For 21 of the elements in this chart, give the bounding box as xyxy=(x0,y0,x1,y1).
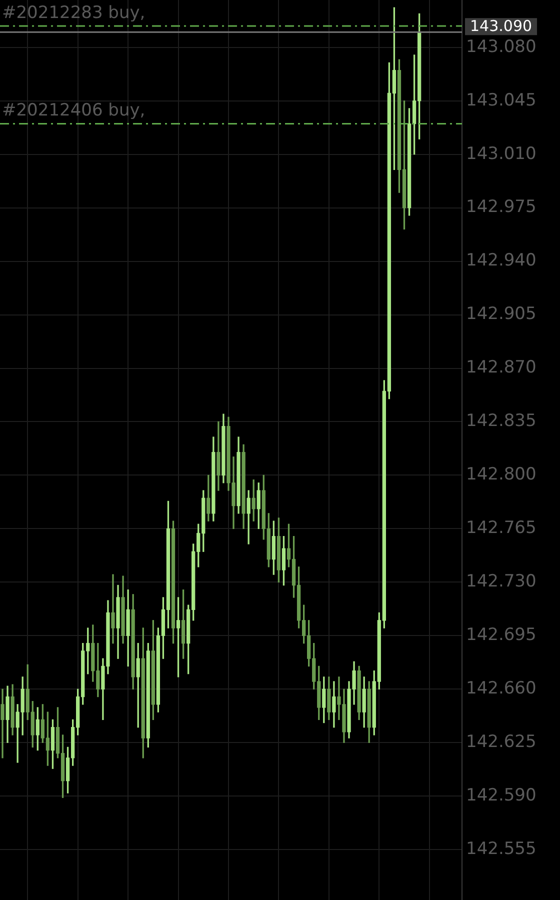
ref-line-label: #20212283 buy, xyxy=(2,2,146,23)
y-tick-label: 143.080 xyxy=(466,36,536,57)
ref-line-label: #20212406 buy, xyxy=(2,100,146,121)
y-tick-label: 142.660 xyxy=(466,678,536,699)
y-tick-label: 142.835 xyxy=(466,411,536,432)
y-tick-label: 142.905 xyxy=(466,304,536,324)
y-tick-label: 142.625 xyxy=(466,732,536,752)
y-tick-label: 142.590 xyxy=(466,786,536,806)
y-tick-label: 142.555 xyxy=(466,838,536,859)
candlestick xyxy=(0,688,4,758)
y-tick-label: 142.765 xyxy=(466,518,536,538)
y-tick-label: 143.010 xyxy=(466,144,536,164)
y-tick-label: 142.940 xyxy=(466,250,536,271)
y-tick-label: 142.695 xyxy=(466,625,536,646)
ref-line-label: 143.090 xyxy=(470,16,532,35)
y-tick-label: 142.975 xyxy=(466,197,536,218)
y-tick-label: 142.800 xyxy=(466,464,536,485)
y-tick-label: 142.870 xyxy=(466,358,536,378)
y-tick-label: 143.045 xyxy=(466,90,536,110)
y-tick-label: 142.730 xyxy=(466,572,536,592)
candlestick xyxy=(111,574,115,644)
